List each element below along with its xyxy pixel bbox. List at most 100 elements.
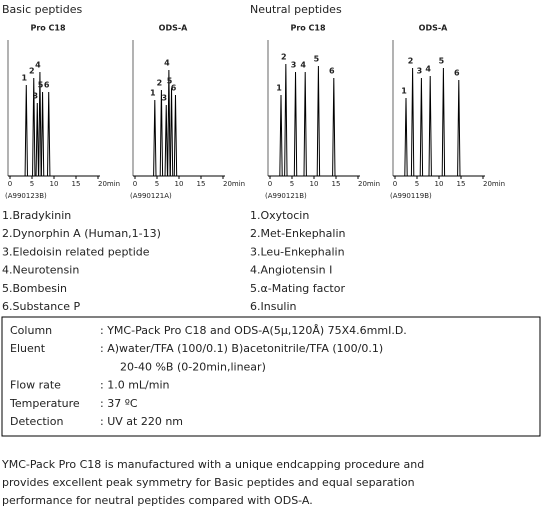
panel-title: ODS-A [419,24,449,33]
compound: 5.α-Mating factor [250,282,345,295]
peak-label: 5 [439,57,445,66]
section-title: Basic peptides [2,3,82,16]
condition-value: : YMC-Pack Pro C18 and ODS-A(5μ,120Å) 75… [100,324,407,337]
footer-line: YMC-Pack Pro C18 is manufactured with a … [1,458,424,471]
peak-label: 5 [38,81,44,90]
peak [164,104,168,177]
peak-label: 2 [408,57,414,66]
peak [332,77,336,177]
condition-label: Column [10,324,52,337]
peak [35,102,39,177]
peak-label: 1 [21,74,27,83]
peak [47,91,51,177]
tick-label: 5 [30,180,34,188]
peak [159,89,164,177]
tick-label: 15 [457,180,466,188]
compound: 4.Neurotensin [2,264,79,277]
peak [404,97,408,177]
peak-label: 4 [164,59,170,68]
panel-title: Pro C18 [290,24,326,33]
peak [153,99,157,177]
compound: 5.Bombesin [2,282,67,295]
compound: 1.Oxytocin [250,209,309,222]
tick-label: 20min [358,180,380,188]
condition-value: 20-40 %B (0-20min,linear) [120,360,266,373]
tick-label: 5 [155,180,159,188]
peak-label: 4 [300,61,306,70]
tick-label: 0 [133,180,137,188]
condition-label: Detection [10,415,63,428]
condition-label: Flow rate [10,379,61,392]
peak [169,87,174,177]
peak-label: 1 [150,89,156,98]
peak [24,84,28,177]
peak-label: 2 [157,79,163,88]
compound: 3.Eledoisin related peptide [2,245,150,258]
tick-label: 15 [72,180,81,188]
peak [173,94,178,177]
peak-label: 4 [35,61,41,70]
tick-label: 5 [290,180,294,188]
tick-label: 0 [393,180,397,188]
chromatogram-code: (A990121A) [130,192,172,200]
peak-label: 2 [29,67,35,76]
compound: 1.Bradykinin [2,209,71,222]
chromatogram-code: (A990119B) [390,192,432,200]
tick-label: 20min [98,180,120,188]
condition-value: : UV at 220 nm [100,415,183,428]
peak [441,67,446,177]
footer-line: performance for neutral peptides compare… [2,494,313,507]
peak [293,71,298,177]
compound: 6.Substance P [2,300,81,313]
tick-label: 0 [8,180,12,188]
tick-label: 10 [310,180,319,188]
tick-label: 20min [223,180,245,188]
peak-label: 3 [32,92,38,101]
peak [32,77,36,177]
peak-label: 6 [171,84,177,93]
peak [167,69,171,177]
peak [303,71,307,177]
peak-label: 1 [401,87,407,96]
peak [410,67,415,177]
peak-label: 6 [44,81,50,90]
peak-label: 6 [329,67,335,76]
tick-label: 10 [50,180,59,188]
condition-label: Eluent [10,342,46,355]
tick-label: 5 [415,180,419,188]
condition-value: : 1.0 mL/min [100,379,170,392]
peak-label: 1 [276,84,282,93]
peak-label: 4 [425,65,431,74]
tick-label: 15 [332,180,341,188]
peak-label: 3 [417,67,423,76]
peak-label: 3 [161,94,167,103]
compound: 3.Leu-Enkephalin [250,245,345,258]
peak-label: 5 [167,77,173,86]
peak [284,63,288,177]
compound: 6.Insulin [250,300,297,313]
compound: 4.Angiotensin I [250,264,332,277]
peak-label: 5 [314,55,320,64]
chromatogram-code: (A990123B) [5,192,47,200]
tick-label: 15 [197,180,206,188]
footer-line: provides excellent peak symmetry for Bas… [2,476,415,489]
condition-value: : A)water/TFA (100/0.1) B)acetonitrile/T… [100,342,383,355]
peak [316,65,321,177]
peak [38,71,42,177]
peak [279,94,283,177]
condition-label: Temperature [9,397,80,410]
chromatogram-code: (A990121B) [265,192,307,200]
conditions-box [1,316,541,437]
compound: 2.Met-Enkephalin [250,227,346,240]
peak [457,79,461,177]
peak [419,77,424,177]
condition-value: : 37 ºC [100,397,138,410]
tick-label: 10 [175,180,184,188]
tick-label: 0 [268,180,272,188]
panel-title: Pro C18 [30,24,66,33]
tick-label: 10 [435,180,444,188]
peak-label: 6 [454,69,460,78]
panel-title: ODS-A [159,24,189,33]
peak [428,75,432,177]
